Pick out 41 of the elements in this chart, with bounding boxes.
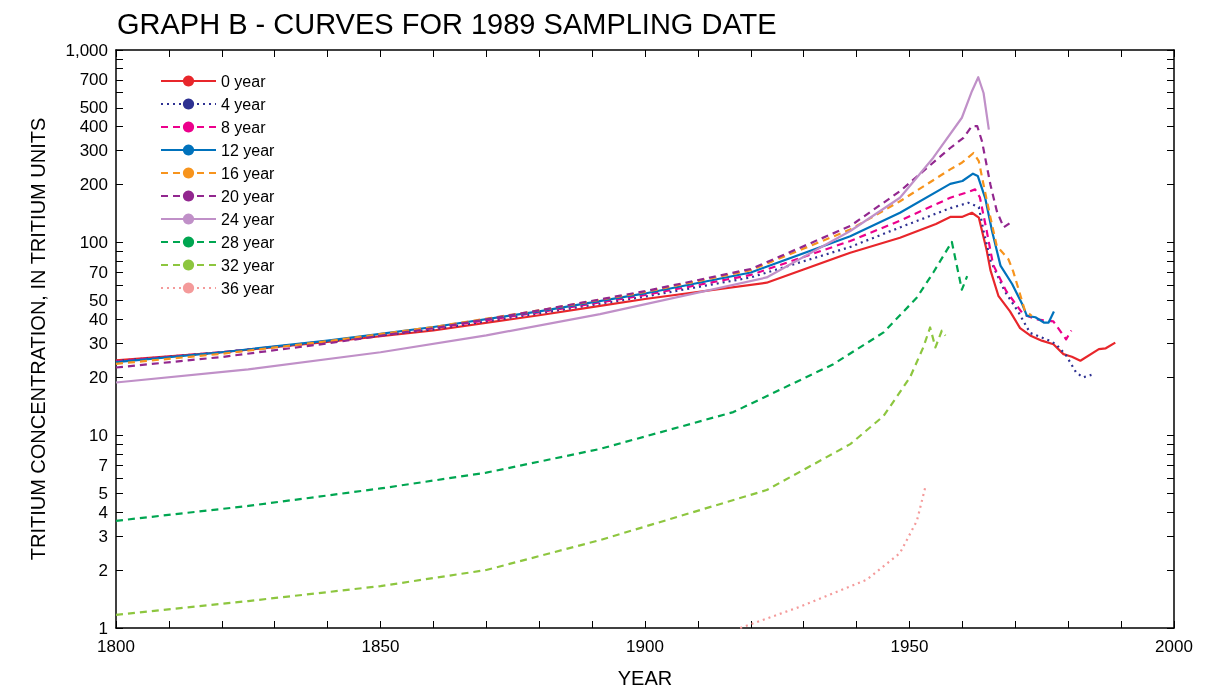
y-tick-label: 3 xyxy=(98,526,108,546)
y-tick-label: 200 xyxy=(79,175,108,195)
y-tick-label: 10 xyxy=(89,425,108,445)
line-series xyxy=(114,76,990,384)
y-tick-label: 20 xyxy=(89,367,108,387)
y-tick-label: 1 xyxy=(98,618,108,638)
y-tick-label: 500 xyxy=(79,98,108,118)
x-tick-label: 1950 xyxy=(890,637,929,656)
legend-label: 36 year xyxy=(221,279,276,297)
line-series xyxy=(114,211,1117,362)
legend-label: 28 year xyxy=(221,233,276,251)
chart-title: GRAPH B - CURVES FOR 1989 SAMPLING DATE xyxy=(117,7,777,40)
legend-label: 24 year xyxy=(221,210,276,228)
legend-label: 12 year xyxy=(221,141,276,159)
x-tick-label: 1800 xyxy=(97,637,135,656)
legend-label: 20 year xyxy=(221,187,276,205)
legend-label: 4 year xyxy=(221,95,267,113)
y-tick-label: 1,000 xyxy=(65,40,108,60)
y-tick-label: 300 xyxy=(79,141,108,161)
y-tick-label: 30 xyxy=(89,333,108,353)
legend-label: 16 year xyxy=(221,164,276,182)
y-tick-label: 100 xyxy=(79,233,108,253)
x-axis-title: YEAR xyxy=(617,667,673,689)
legend-label: 8 year xyxy=(221,118,267,136)
y-tick-label: 50 xyxy=(89,291,108,311)
x-tick-label: 1850 xyxy=(361,637,400,656)
y-tick-label: 70 xyxy=(89,263,108,283)
y-axis-title: TRITIUM CONCENTRATION, IN TRITIUM UNITS xyxy=(27,117,49,561)
x-tick-label: 2000 xyxy=(1155,637,1193,656)
y-tick-label: 5 xyxy=(98,483,108,503)
y-tick-label: 700 xyxy=(79,70,108,90)
x-tick-label: 1900 xyxy=(626,637,664,656)
y-tick-label: 7 xyxy=(98,455,108,475)
y-tick-label: 2 xyxy=(98,560,108,580)
legend-label: 0 year xyxy=(221,72,267,90)
y-tick-label: 4 xyxy=(98,502,108,522)
y-tick-label: 400 xyxy=(79,117,108,137)
line-series xyxy=(114,326,947,616)
line-series xyxy=(739,485,927,630)
legend-label: 32 year xyxy=(221,256,276,274)
y-tick-label: 40 xyxy=(89,309,108,329)
